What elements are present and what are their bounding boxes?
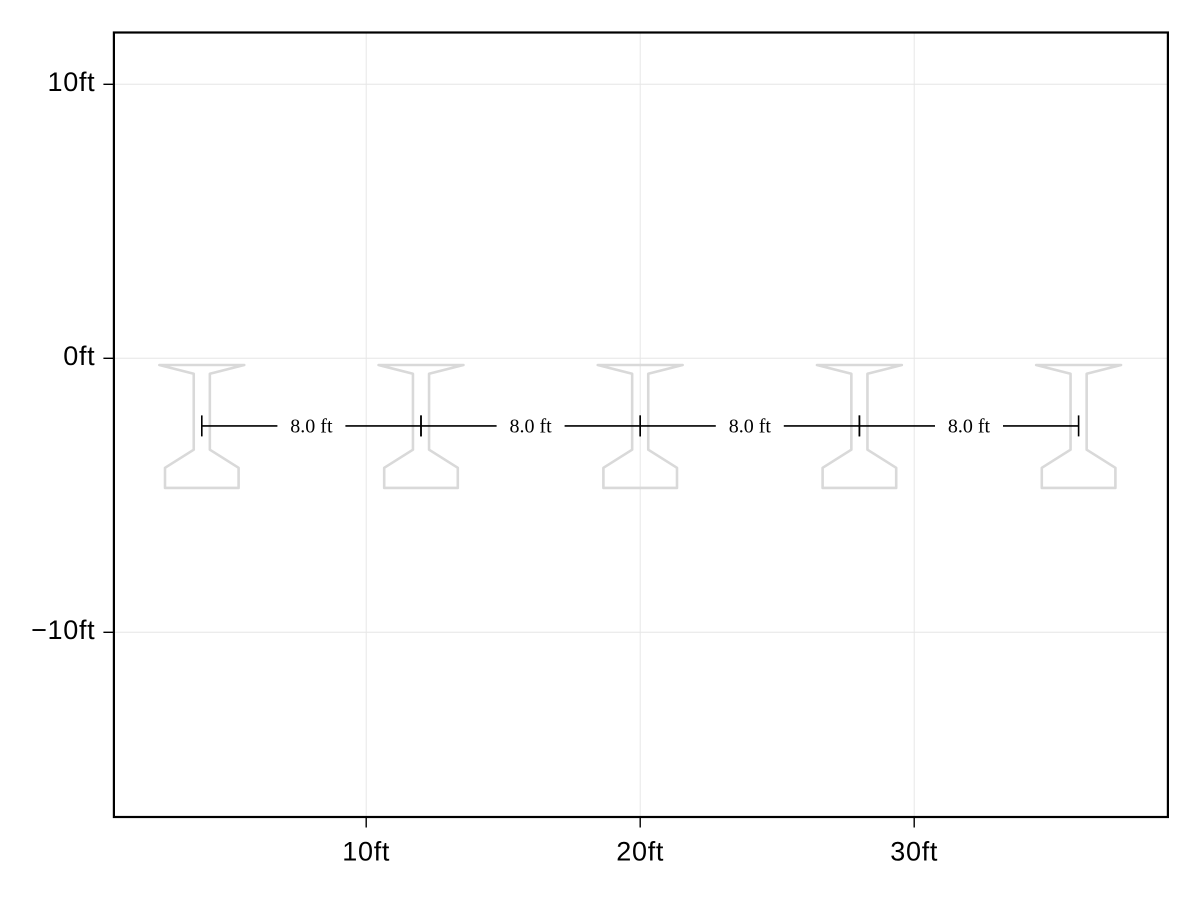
svg-text:30ft: 30ft	[890, 837, 938, 867]
svg-text:10ft: 10ft	[48, 67, 96, 97]
svg-text:8.0 ft: 8.0 ft	[290, 415, 333, 437]
svg-text:−10ft: −10ft	[31, 615, 95, 645]
svg-text:8.0 ft: 8.0 ft	[729, 415, 772, 437]
svg-text:20ft: 20ft	[616, 837, 664, 867]
svg-text:8.0 ft: 8.0 ft	[509, 415, 552, 437]
svg-text:10ft: 10ft	[342, 837, 390, 867]
svg-text:0ft: 0ft	[63, 341, 95, 371]
svg-text:8.0 ft: 8.0 ft	[948, 415, 991, 437]
